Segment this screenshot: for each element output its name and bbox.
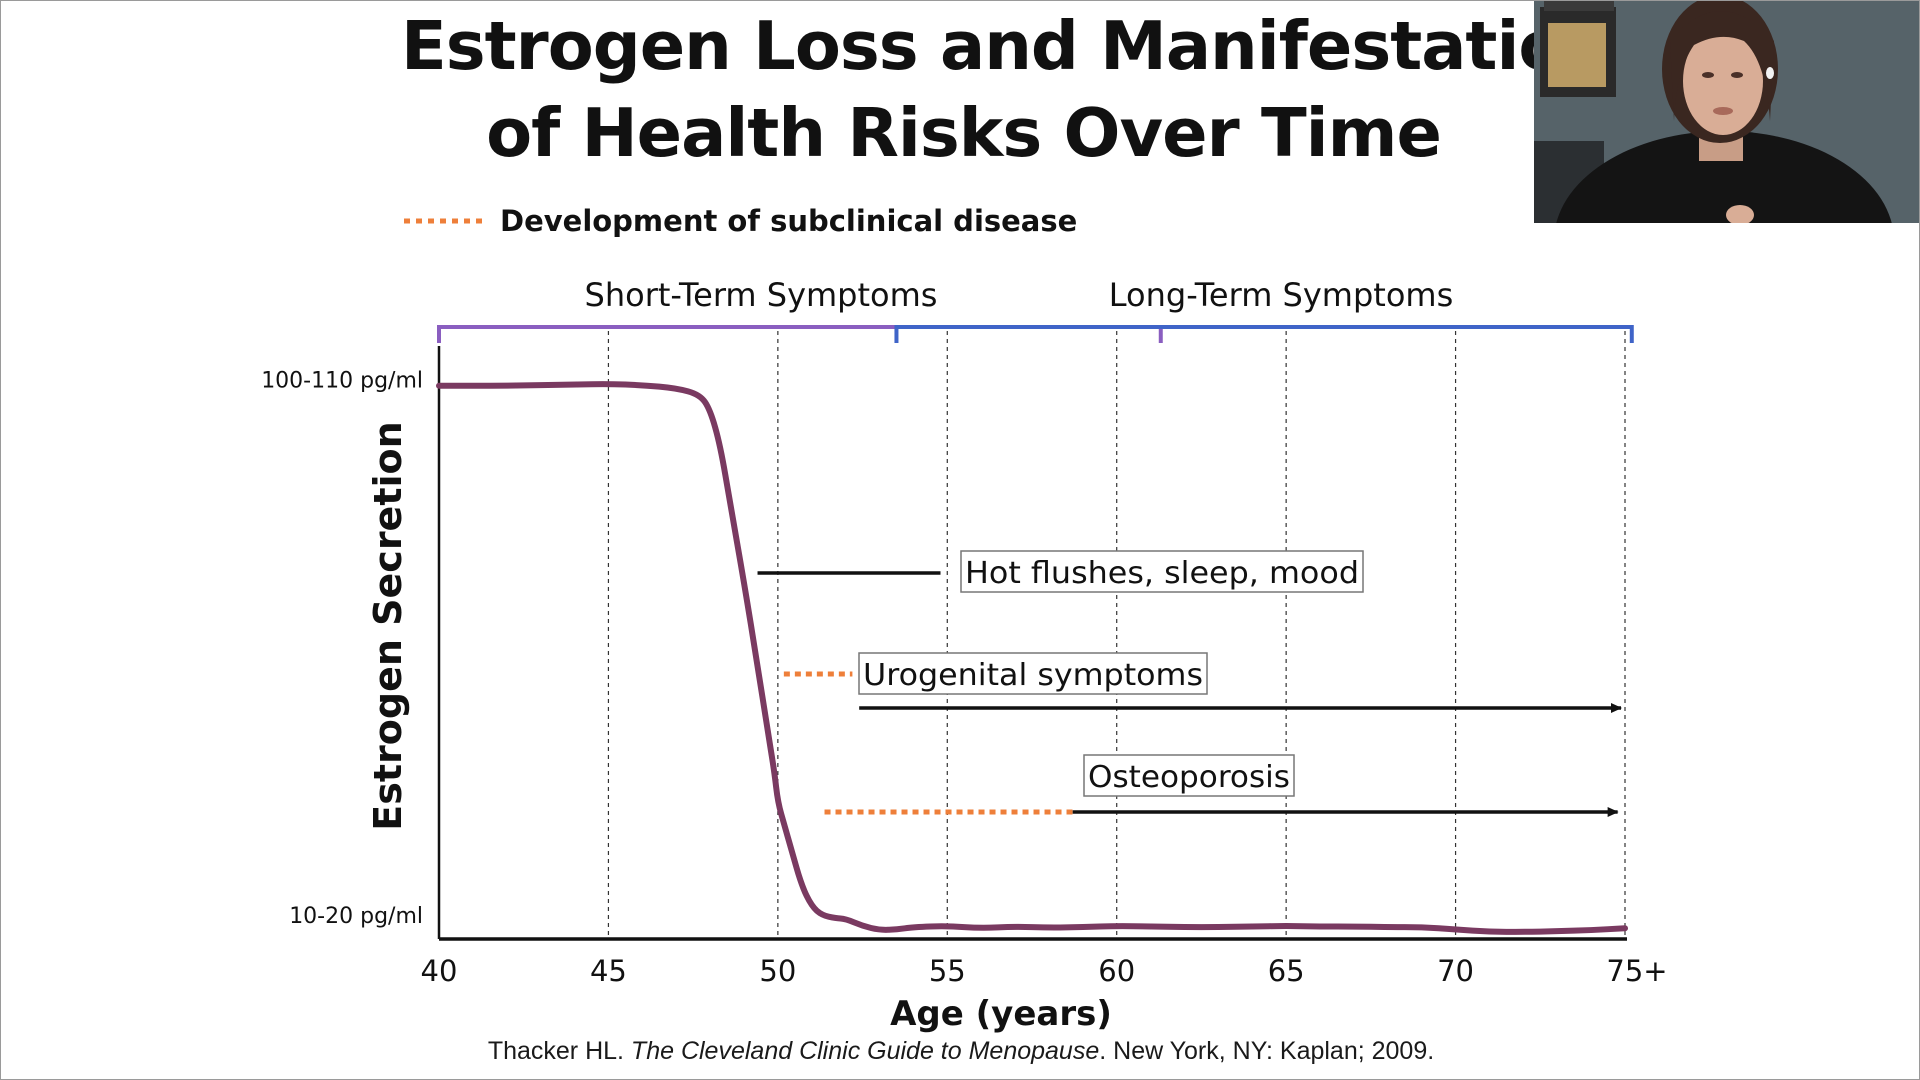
bracket-short-term: [437, 325, 1163, 343]
x-tick-label-65: 65: [1268, 954, 1305, 988]
x-tick-label-45: 45: [590, 954, 627, 988]
presenter-video-feed: [1534, 1, 1919, 223]
annotation-label-hot-flushes: Hot flushes, sleep, mood: [965, 556, 1359, 591]
x-tick-label-75+: 75+: [1606, 954, 1667, 988]
annotation-box-urogenital: [858, 652, 1208, 695]
x-tick-label-55: 55: [929, 954, 966, 988]
estrogen-curve: [436, 381, 1628, 935]
citation-publisher: . New York, NY: Kaplan; 2009.: [1099, 1037, 1435, 1065]
annotation-box-osteoporosis: [1083, 754, 1295, 797]
y-tick-label-low: 10-20 pg/ml: [289, 904, 423, 929]
x-axis-title: Age (years): [890, 994, 1112, 1034]
annotation-label-urogenital: Urogenital symptoms: [863, 658, 1203, 693]
y-axis-title: Estrogen Secretion: [366, 421, 410, 830]
slide-title-line-1: Estrogen Loss and Manifestation: [401, 7, 1611, 85]
annotation-box-hot-flushes: [960, 550, 1364, 593]
bracket-long-term: [894, 325, 1634, 343]
y-tick-label-high: 100-110 pg/ml: [261, 369, 423, 394]
citation-book-title: The Cleveland Clinic Guide to Menopause: [630, 1037, 1100, 1065]
long-term-symptoms-label: Long-Term Symptoms: [1109, 276, 1453, 314]
source-citation: Thacker HL. The Cleveland Clinic Guide t…: [1, 1037, 1919, 1066]
slide-title-line-2: of Health Risks Over Time: [486, 94, 1442, 172]
x-tick-label-70: 70: [1437, 954, 1474, 988]
short-term-symptoms-label: Short-Term Symptoms: [585, 276, 938, 314]
annotation-label-osteoporosis: Osteoporosis: [1088, 760, 1290, 795]
presenter-video-icon: [1534, 1, 1919, 223]
x-tick-label-50: 50: [759, 954, 796, 988]
x-tick-label-40: 40: [421, 954, 458, 988]
citation-author: Thacker HL.: [487, 1037, 631, 1065]
x-tick-label-60: 60: [1098, 954, 1135, 988]
legend-subclinical-label: Development of subclinical disease: [500, 204, 1077, 238]
